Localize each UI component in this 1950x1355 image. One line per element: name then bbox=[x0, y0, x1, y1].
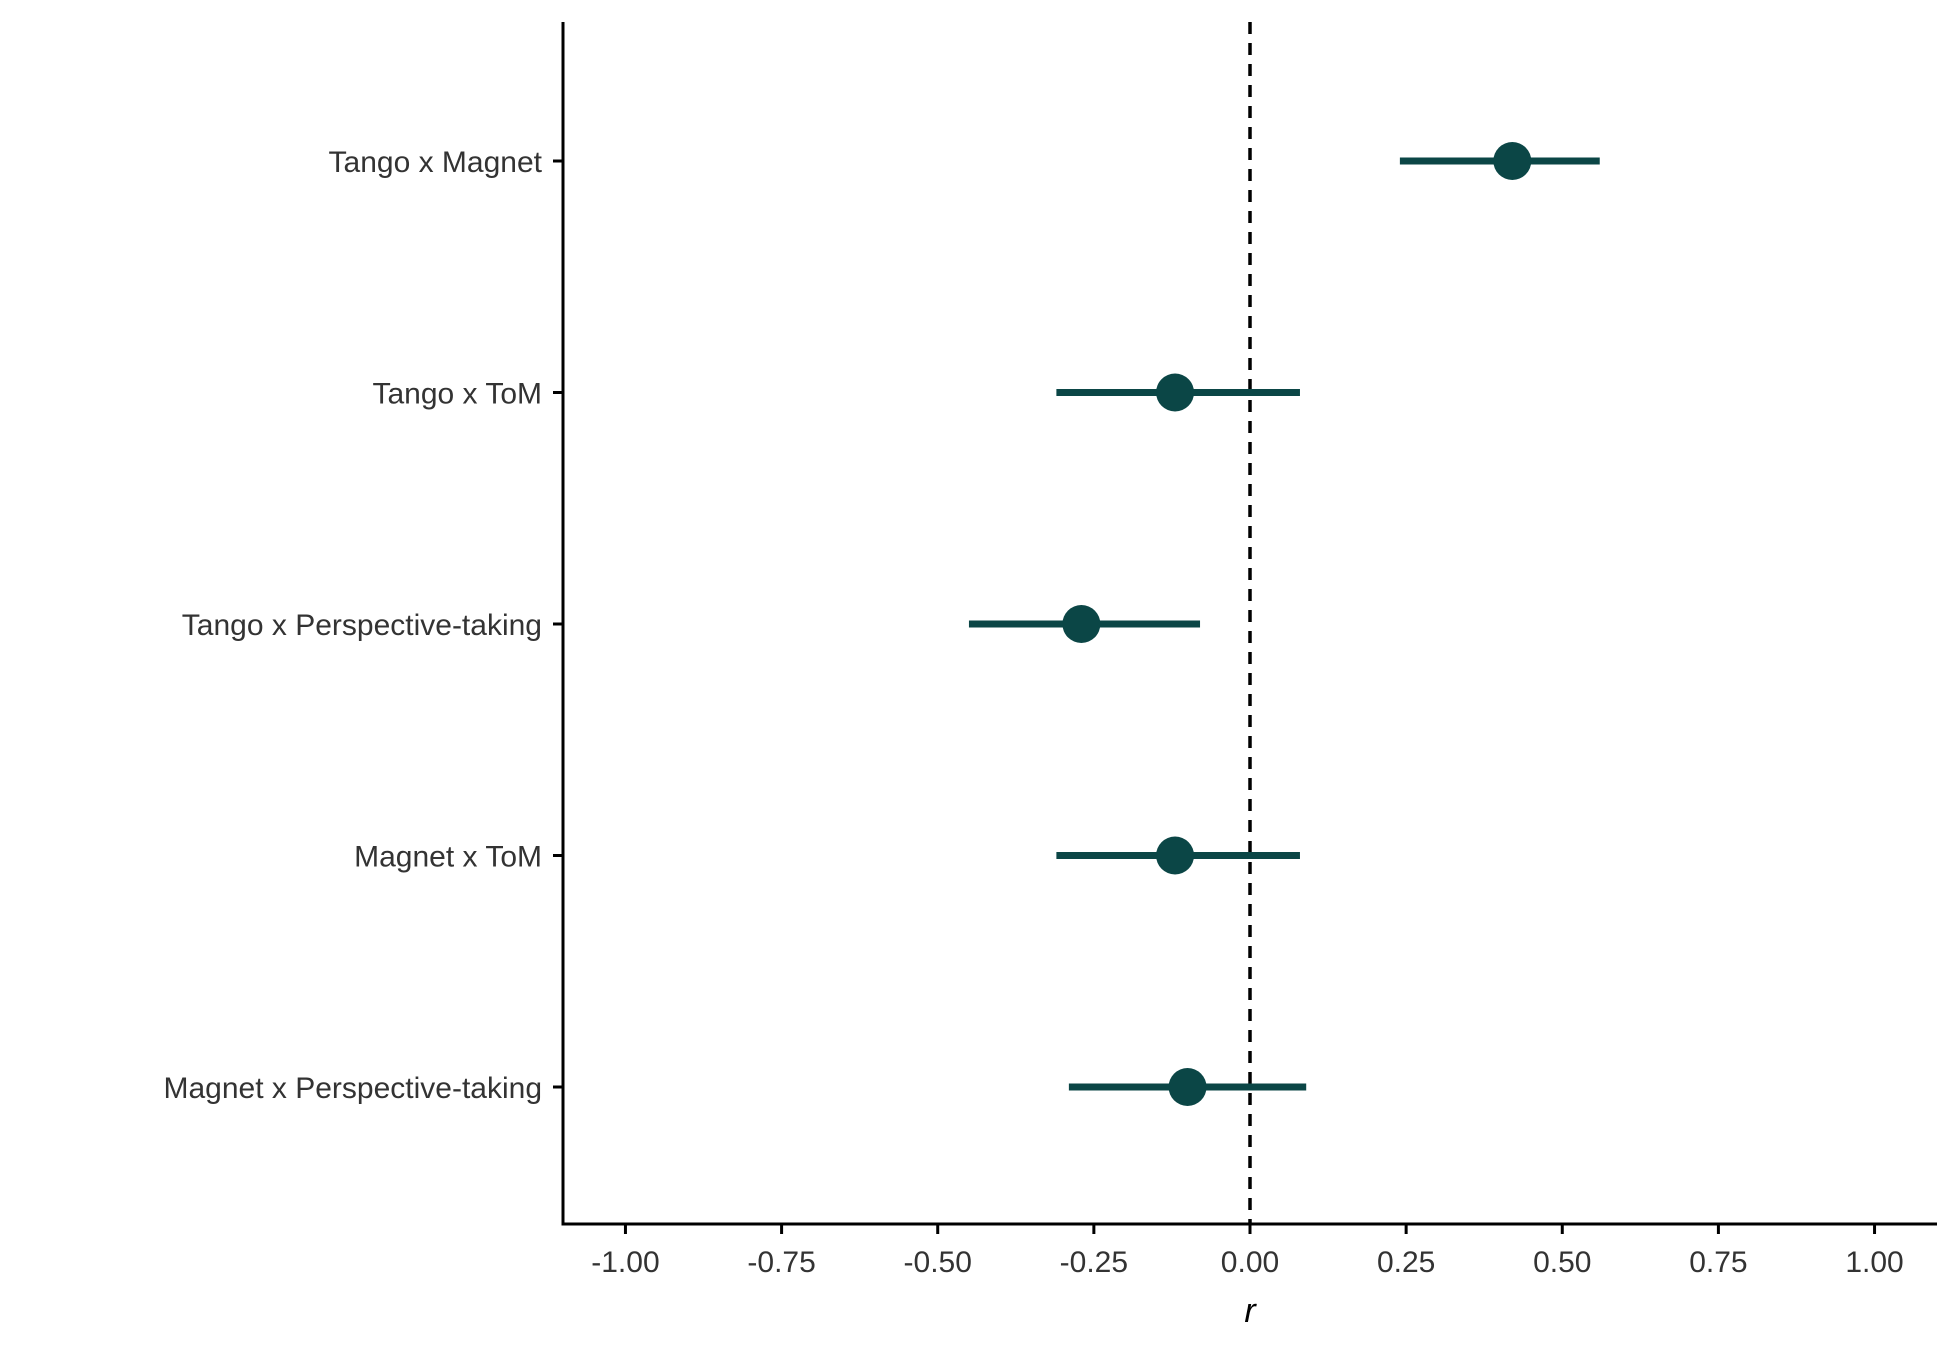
x-axis-title: r bbox=[1244, 1292, 1257, 1330]
x-tick-label: 1.00 bbox=[1845, 1246, 1903, 1279]
x-tick-label: 0.50 bbox=[1533, 1246, 1591, 1279]
y-tick-label: Tango x ToM bbox=[372, 378, 542, 411]
x-tick-label: 0.75 bbox=[1689, 1246, 1747, 1279]
estimate-point bbox=[1168, 1068, 1207, 1106]
y-tick-label: Magnet x ToM bbox=[354, 841, 542, 874]
y-tick-label: Magnet x Perspective-taking bbox=[163, 1072, 542, 1105]
x-tick-label: -0.50 bbox=[904, 1246, 972, 1279]
y-tick-label: Tango x Magnet bbox=[329, 146, 543, 179]
labels-layer: -1.00 -0.75 -0.50 -0.25 0.00 0.25 0.50 0.75 1.00… bbox=[163, 146, 1903, 1279]
estimate-point bbox=[1062, 605, 1101, 643]
estimate-point bbox=[1156, 373, 1195, 412]
x-tick-label: 0.25 bbox=[1377, 1246, 1435, 1279]
estimate-point bbox=[1156, 836, 1195, 875]
x-tick-label: 0.00 bbox=[1221, 1246, 1279, 1279]
y-tick-label: Tango x Perspective-taking bbox=[182, 609, 542, 642]
axes-layer bbox=[553, 22, 1937, 1234]
x-tick-label: -1.00 bbox=[591, 1246, 659, 1279]
x-tick-label: -0.25 bbox=[1060, 1246, 1128, 1279]
estimate-point bbox=[1493, 142, 1532, 180]
marks-layer bbox=[968, 142, 1600, 1106]
x-tick-label: -0.75 bbox=[747, 1246, 815, 1279]
